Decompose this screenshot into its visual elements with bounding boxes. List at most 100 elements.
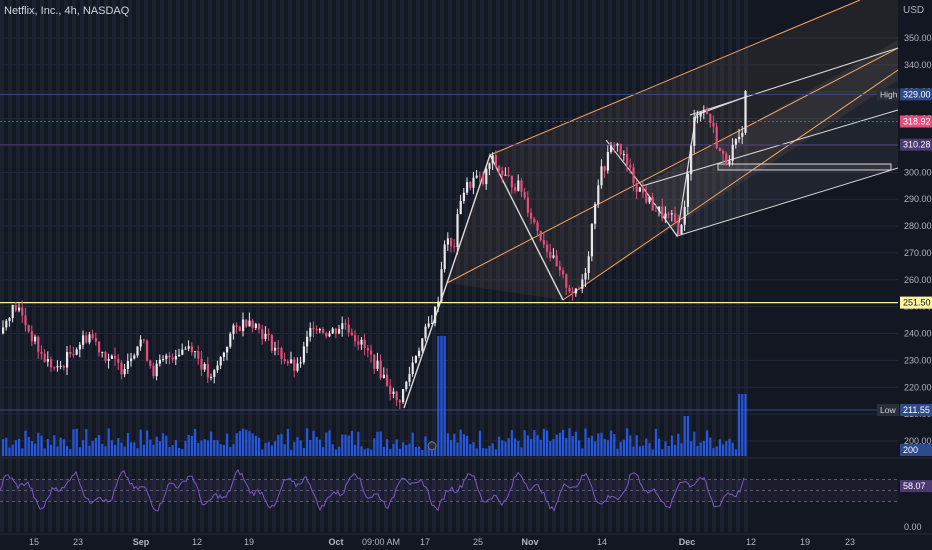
- candle-body: [603, 166, 606, 171]
- volume-bar: [357, 431, 360, 456]
- candle-body: [651, 196, 654, 211]
- volume-bar: [728, 438, 731, 456]
- candle-body: [117, 358, 120, 363]
- price-axis[interactable]: 350.00340.00330.00320.00310.00300.00290.…: [877, 33, 932, 532]
- volume-bar: [78, 447, 81, 456]
- volume-bar: [254, 435, 257, 456]
- volume-bar: [104, 446, 107, 456]
- candle-body: [731, 144, 734, 161]
- volume-bar: [133, 442, 136, 456]
- candle-body: [251, 320, 254, 328]
- volume-bar: [267, 442, 270, 456]
- time-tick-label: 19: [800, 537, 810, 547]
- volume-bar: [405, 444, 408, 456]
- volume-bar: [312, 430, 315, 456]
- volume-bar: [696, 446, 699, 456]
- candle-body: [286, 361, 289, 364]
- pitchfork-fill: [447, 0, 898, 300]
- volume-bar: [392, 443, 395, 456]
- volume-bar: [203, 439, 206, 456]
- volume-bar: [149, 439, 152, 456]
- volume-bar: [645, 438, 648, 456]
- candle-body: [661, 206, 664, 219]
- volume-bar: [264, 442, 267, 456]
- session-band: [416, 0, 420, 532]
- session-band: [208, 0, 212, 532]
- volume-bar: [302, 448, 305, 456]
- candle-body: [341, 323, 344, 330]
- volume-bar: [648, 443, 651, 456]
- candle-body: [293, 359, 296, 371]
- volume-bar: [306, 428, 309, 456]
- time-axis[interactable]: 15 23 Sep 12 19 Oct 09:00 AM 17 25 Nov 14 Dec 12 19 23: [29, 537, 855, 547]
- volume-bar: [558, 432, 561, 456]
- session-band: [696, 0, 700, 532]
- candle-body: [245, 319, 248, 327]
- candle-body: [88, 334, 91, 343]
- session-band: [160, 0, 164, 532]
- candle-body: [670, 213, 673, 215]
- volume-bar: [523, 430, 526, 456]
- session-band: [672, 0, 676, 532]
- session-band: [224, 0, 228, 532]
- volume-bar: [587, 437, 590, 456]
- candle-body: [267, 333, 270, 336]
- volume-bar: [408, 443, 411, 456]
- candle-body: [677, 222, 680, 234]
- candle-body: [536, 222, 539, 231]
- candle-body: [226, 346, 229, 353]
- candle-body: [248, 320, 251, 327]
- event-marker[interactable]: [427, 441, 437, 451]
- volume-bar: [603, 439, 606, 456]
- session-band: [0, 0, 4, 532]
- volume-bars: [2, 336, 747, 456]
- candle-body: [565, 274, 568, 288]
- volume-bar: [459, 429, 462, 456]
- candle-body: [690, 145, 693, 174]
- session-band: [312, 0, 316, 532]
- candle-body: [325, 332, 328, 337]
- volume-bar: [670, 435, 673, 456]
- session-band: [712, 0, 716, 532]
- session-band: [48, 0, 52, 532]
- candle-body: [520, 180, 523, 192]
- candle-body: [549, 251, 552, 258]
- candle-body: [126, 361, 129, 369]
- volume-bar: [427, 448, 430, 456]
- candle-body: [523, 192, 526, 198]
- time-tick-label: Nov: [521, 537, 538, 547]
- candle-body: [699, 112, 702, 117]
- candle-body: [235, 325, 238, 327]
- session-band: [728, 0, 732, 532]
- volume-bar: [629, 435, 632, 456]
- session-band: [520, 0, 524, 532]
- candle-body: [46, 359, 49, 362]
- session-band: [504, 0, 508, 532]
- session-band: [368, 0, 372, 532]
- candle-body: [149, 360, 152, 366]
- volume-bar: [158, 441, 161, 456]
- volume-bar: [46, 439, 49, 456]
- candle-body: [402, 389, 405, 403]
- volume-bar: [174, 440, 177, 456]
- volume-bar: [69, 448, 72, 456]
- candle-body: [421, 338, 424, 351]
- candle-body: [184, 348, 187, 350]
- zigzag-lines: [403, 153, 564, 409]
- volume-bar: [677, 433, 680, 456]
- channel-fill: [642, 40, 898, 236]
- candle-body: [398, 400, 401, 403]
- session-band: [528, 0, 532, 532]
- session-band: [152, 0, 156, 532]
- session-band: [384, 0, 388, 532]
- candle-body: [389, 385, 392, 394]
- currency-label: USD: [903, 5, 925, 16]
- candle-body: [581, 279, 584, 289]
- volume-bar: [309, 440, 312, 456]
- candle-body: [430, 323, 433, 325]
- session-band: [456, 0, 460, 532]
- session-band: [488, 0, 492, 532]
- price-tag-value: 318.92: [903, 117, 931, 127]
- session-band: [56, 0, 60, 532]
